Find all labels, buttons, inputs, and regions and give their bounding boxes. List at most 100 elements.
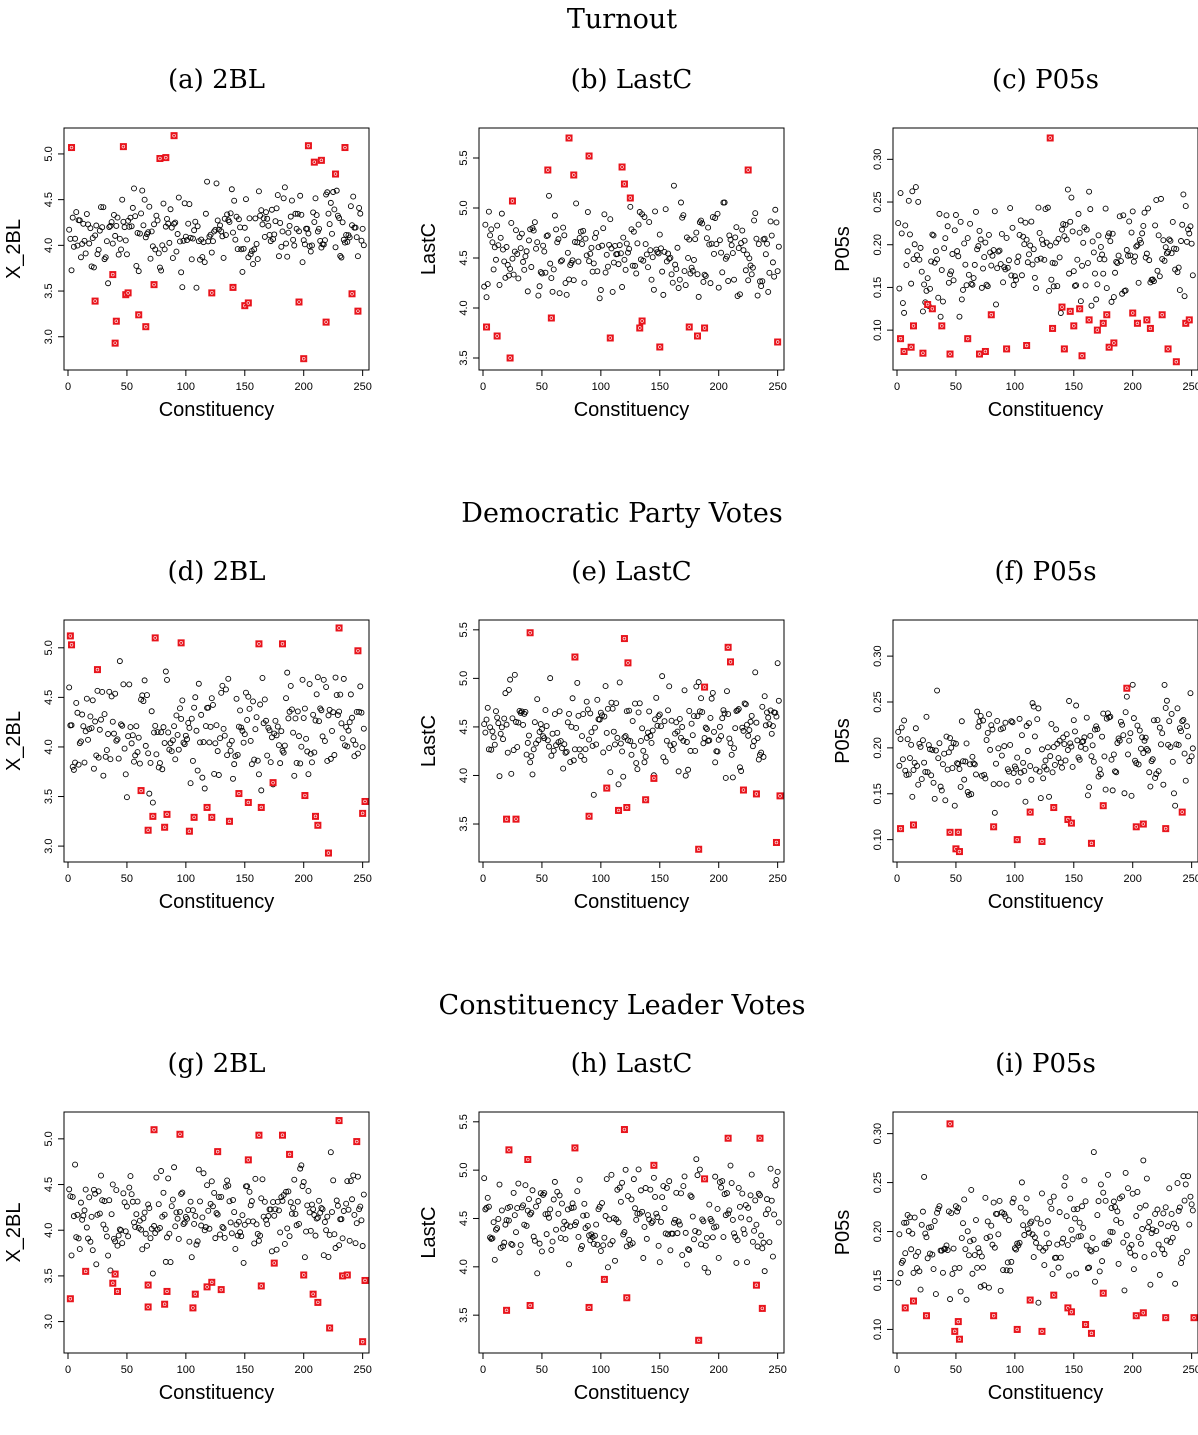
data-point <box>1020 233 1027 240</box>
data-point <box>121 745 128 752</box>
data-point <box>200 739 207 746</box>
data-point <box>918 776 925 783</box>
data-point <box>500 736 506 743</box>
flagged-point <box>1103 311 1111 319</box>
data-point <box>676 716 683 722</box>
data-point <box>494 714 501 721</box>
data-point <box>215 1194 222 1201</box>
data-point <box>280 749 287 756</box>
data-point <box>158 267 165 274</box>
flagged-point <box>225 817 233 825</box>
data-point <box>350 737 357 744</box>
flagged-point <box>244 1156 252 1164</box>
data-point <box>954 248 961 255</box>
data-point <box>497 730 504 737</box>
x-tick-label: 0 <box>480 873 486 885</box>
flagged-point <box>739 786 747 794</box>
data-point <box>593 230 600 236</box>
data-point <box>1174 1180 1181 1187</box>
data-point <box>297 1165 304 1172</box>
x-axis-label: Constituency <box>988 399 1104 421</box>
data-point <box>719 715 726 722</box>
y-tick-label: 0.20 <box>872 234 884 255</box>
data-point <box>911 1214 918 1221</box>
data-point <box>599 242 605 249</box>
data-point <box>332 674 339 681</box>
data-point <box>995 248 1002 255</box>
data-point <box>490 266 497 273</box>
data-point <box>534 1270 541 1277</box>
flagged-point <box>163 810 171 818</box>
data-point <box>612 741 618 748</box>
flagged-point <box>149 812 157 820</box>
data-point <box>522 1182 529 1189</box>
x-tick-label: 250 <box>353 381 371 393</box>
data-point <box>603 251 610 258</box>
data-point <box>567 759 574 765</box>
flagged-point <box>1026 808 1034 816</box>
data-point <box>769 1253 776 1260</box>
data-point <box>919 1208 926 1215</box>
data-point <box>911 241 918 248</box>
data-point <box>1044 1218 1051 1225</box>
data-point <box>1132 1252 1139 1259</box>
plot-frame <box>892 1111 1198 1354</box>
data-point <box>1034 256 1041 263</box>
data-point <box>1099 1258 1106 1265</box>
data-point <box>716 723 723 730</box>
data-point <box>991 208 998 215</box>
flagged-point <box>695 845 703 853</box>
data-point <box>947 1296 953 1303</box>
data-point <box>1061 741 1068 748</box>
data-point <box>288 197 295 204</box>
data-point <box>963 1296 970 1303</box>
data-point <box>529 771 536 778</box>
data-point <box>718 1184 725 1191</box>
data-point <box>738 768 745 774</box>
data-point <box>339 735 346 742</box>
data-point <box>152 246 159 253</box>
flagged-point-marker <box>1062 347 1067 351</box>
data-point <box>174 1215 181 1222</box>
data-point <box>1154 717 1161 724</box>
data-point <box>662 758 669 765</box>
data-point <box>1042 757 1049 764</box>
data-point <box>1182 203 1189 210</box>
data-point <box>1106 1238 1113 1245</box>
data-point <box>628 751 635 758</box>
data-point <box>272 218 279 225</box>
data-point <box>213 180 220 187</box>
data-point <box>534 696 541 703</box>
data-point <box>1056 254 1063 261</box>
data-point <box>960 758 966 765</box>
data-point <box>149 799 156 806</box>
x-axis-label: Constituency <box>159 1382 275 1404</box>
data-point <box>325 1254 332 1260</box>
data-point <box>108 1211 115 1218</box>
data-point <box>928 1224 935 1230</box>
data-point <box>942 797 949 804</box>
data-point <box>987 746 994 753</box>
data-point <box>1121 1287 1128 1294</box>
flagged-point <box>359 809 367 817</box>
data-point <box>515 1180 522 1187</box>
flagged-point-marker <box>1052 805 1056 810</box>
flagged-point <box>919 349 927 357</box>
data-point <box>658 723 664 730</box>
data-point <box>227 1219 234 1226</box>
data-point <box>246 215 253 222</box>
data-point <box>923 1234 930 1241</box>
x-tick-label: 100 <box>592 1364 610 1376</box>
data-point <box>768 1197 775 1204</box>
data-point <box>609 288 616 295</box>
data-point <box>352 224 359 231</box>
data-point <box>1122 1169 1129 1176</box>
data-point <box>702 1242 709 1249</box>
data-point <box>1107 238 1114 245</box>
data-point <box>739 724 746 731</box>
flagged-point <box>928 305 936 313</box>
data-point <box>741 700 748 707</box>
data-point <box>531 1237 538 1244</box>
data-point <box>1023 236 1030 243</box>
flagged-point-marker <box>638 326 642 330</box>
